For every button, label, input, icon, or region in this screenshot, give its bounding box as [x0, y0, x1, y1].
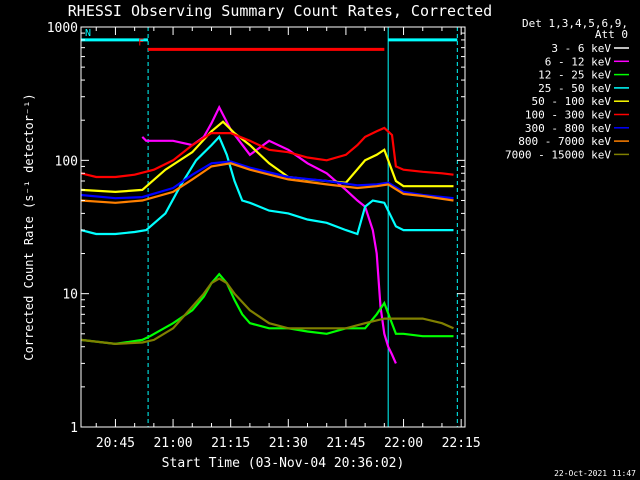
legend-label: 3 - 6 keV	[551, 42, 611, 55]
plot-frame	[80, 26, 466, 428]
series-lines	[81, 104, 454, 364]
legend-label: 50 - 100 keV	[532, 95, 612, 108]
series-line	[81, 134, 454, 236]
chart-title: RHESSI Observing Summary Count Rates, Co…	[68, 2, 492, 20]
legend-label: 800 - 7000 keV	[518, 135, 611, 148]
flag-label: N	[85, 28, 91, 39]
legend-label: 25 - 50 keV	[538, 82, 611, 95]
x-tick-label: 21:45	[326, 436, 365, 451]
x-tick-label: 21:30	[269, 436, 308, 451]
y-axis: 1 10 100 1000	[47, 21, 465, 436]
legend-header-line: Det 1,3,4,5,6,9,	[522, 17, 628, 30]
x-tick-label: 20:45	[96, 436, 135, 451]
x-axis: 20:45 21:00 21:15 21:30 21:45 22:00 22:15	[95, 27, 481, 451]
legend-label: 7000 - 15000 keV	[505, 148, 611, 161]
y-tick-label: 10	[62, 288, 78, 303]
y-tick-label: 1000	[47, 21, 78, 36]
x-axis-label: Start Time (03-Nov-04 20:36:02)	[162, 456, 405, 471]
legend-label: 300 - 800 keV	[525, 122, 611, 135]
x-tick-label: 21:00	[153, 436, 192, 451]
series-line	[81, 272, 454, 346]
legend-label: 6 - 12 keV	[545, 55, 612, 68]
x-tick-label: 22:00	[384, 436, 423, 451]
legend-label: 12 - 25 keV	[538, 69, 611, 82]
series-line	[81, 277, 454, 346]
series-line	[81, 160, 454, 200]
series-line	[141, 107, 378, 171]
footer-timestamp: 22-Oct-2021 11:47	[554, 469, 636, 478]
y-axis-label: Corrected Count Rate (s⁻¹ detector⁻¹)	[22, 93, 36, 360]
x-tick-label: 21:15	[211, 436, 250, 451]
x-tick-label: 22:15	[442, 436, 481, 451]
series-line	[81, 162, 454, 204]
y-tick-label: 100	[55, 154, 78, 169]
y-tick-label: 1	[70, 421, 78, 436]
series-line	[81, 126, 454, 179]
flag-bars: NF	[81, 28, 458, 51]
legend-header: Det 1,3,4,5,6,9,Att 0	[522, 17, 628, 41]
legend-header-line: Att 0	[595, 28, 628, 41]
legend-label: 100 - 300 keV	[525, 109, 611, 122]
flag-label: F	[138, 37, 144, 48]
